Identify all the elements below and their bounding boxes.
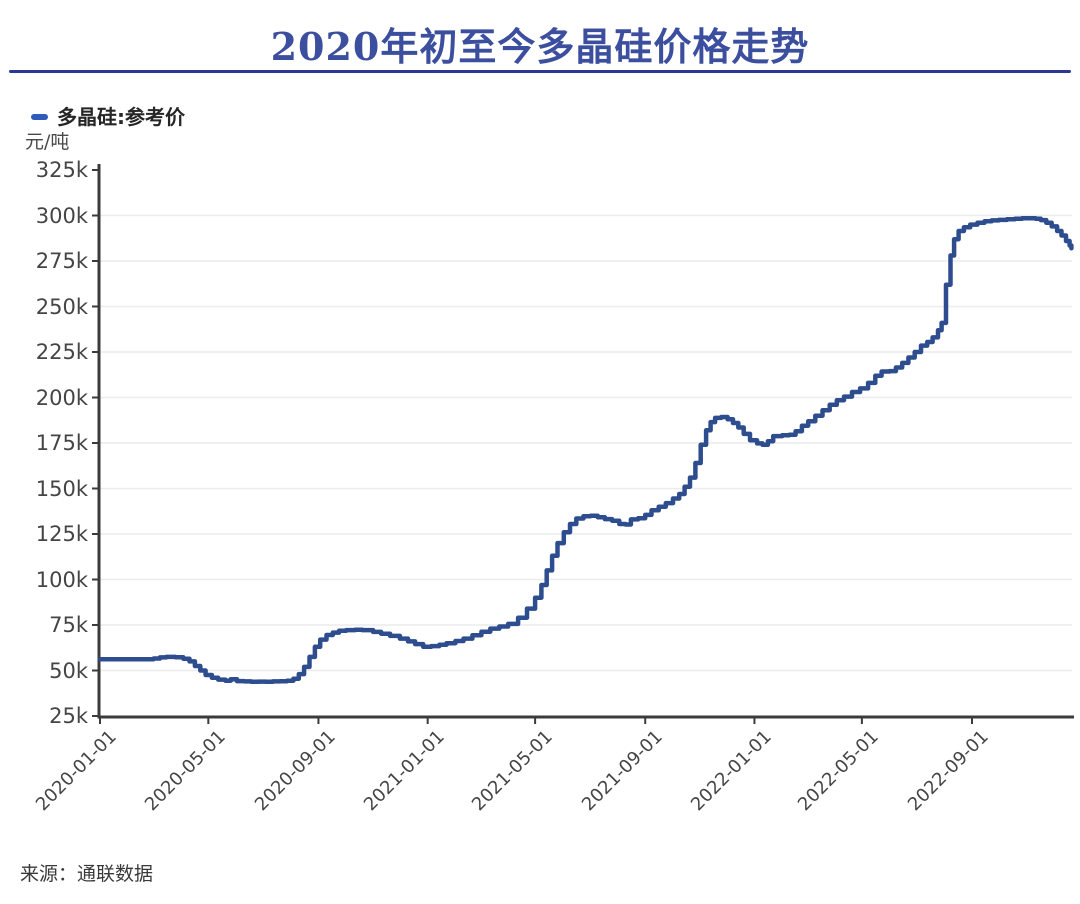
legend-line-marker: [31, 114, 48, 120]
y-tick-label: 325k: [35, 158, 88, 182]
y-tick-label: 75k: [49, 613, 88, 637]
y-tick-label: 125k: [35, 522, 88, 546]
legend-series-label: 多晶硅:参考价: [57, 105, 185, 129]
y-tick-label: 200k: [35, 385, 88, 410]
y-tick-label: 150k: [35, 476, 88, 501]
y-tick-label: 250k: [35, 294, 88, 319]
page-title: 2020年初至今多晶硅价格走势: [270, 24, 810, 69]
source-note: 来源：通联数据: [20, 863, 154, 885]
y-axis-unit-label: 元/吨: [25, 131, 70, 153]
price-line-series: [97, 215, 1074, 685]
y-tick-label: 175k: [35, 431, 88, 455]
y-tick-label: 300k: [35, 203, 88, 228]
y-tick-label: 100k: [35, 567, 88, 592]
y-tick-label: 225k: [35, 340, 88, 364]
title-divider: [9, 70, 1071, 73]
legend: 多晶硅:参考价: [31, 101, 185, 130]
y-tick-label: 25k: [49, 704, 88, 728]
y-tick-label: 275k: [35, 249, 88, 273]
y-tick-label: 50k: [49, 658, 88, 683]
